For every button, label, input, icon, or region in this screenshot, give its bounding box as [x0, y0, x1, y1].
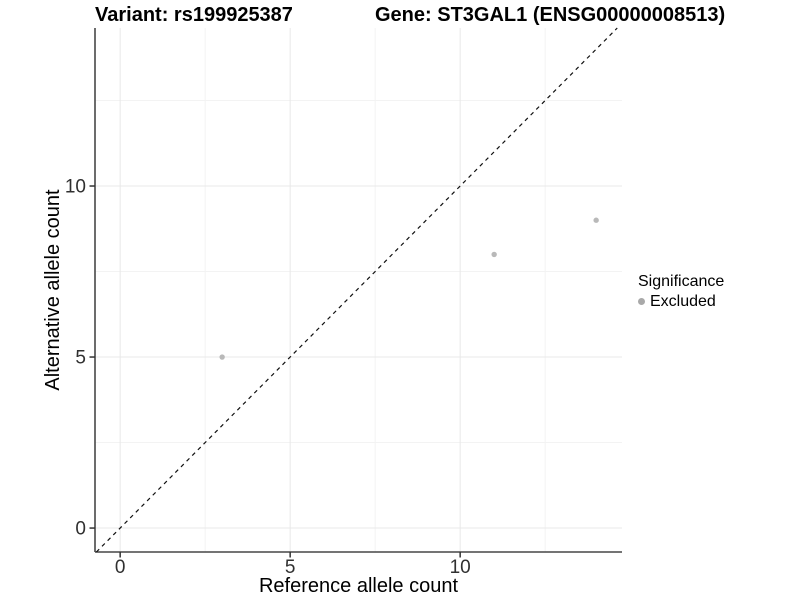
legend: Significance Excluded: [638, 272, 724, 310]
x-tick-label: 0: [115, 557, 126, 578]
y-tick-label: 5: [75, 348, 86, 369]
y-tick-label: 0: [75, 519, 86, 540]
plot-title-variant: Variant: rs199925387: [95, 4, 293, 26]
legend-item-excluded: Excluded: [638, 293, 724, 310]
legend-marker-circle-icon: [638, 298, 645, 305]
legend-item-label: Excluded: [650, 293, 716, 310]
x-axis-title: Reference allele count: [258, 575, 458, 597]
data-point: [491, 251, 497, 258]
legend-title: Significance: [638, 273, 725, 290]
identity-dashed-line: [95, 27, 618, 553]
data-point: [593, 217, 599, 223]
data-point: [219, 354, 225, 360]
x-tick-label: 5: [285, 557, 296, 578]
y-tick-label: 10: [65, 177, 86, 198]
y-axis-title: Alternative allele count: [42, 189, 64, 391]
x-tick-label: 10: [450, 557, 471, 578]
plot-title-gene: Gene: ST3GAL1 (ENSG00000008513): [375, 4, 726, 26]
